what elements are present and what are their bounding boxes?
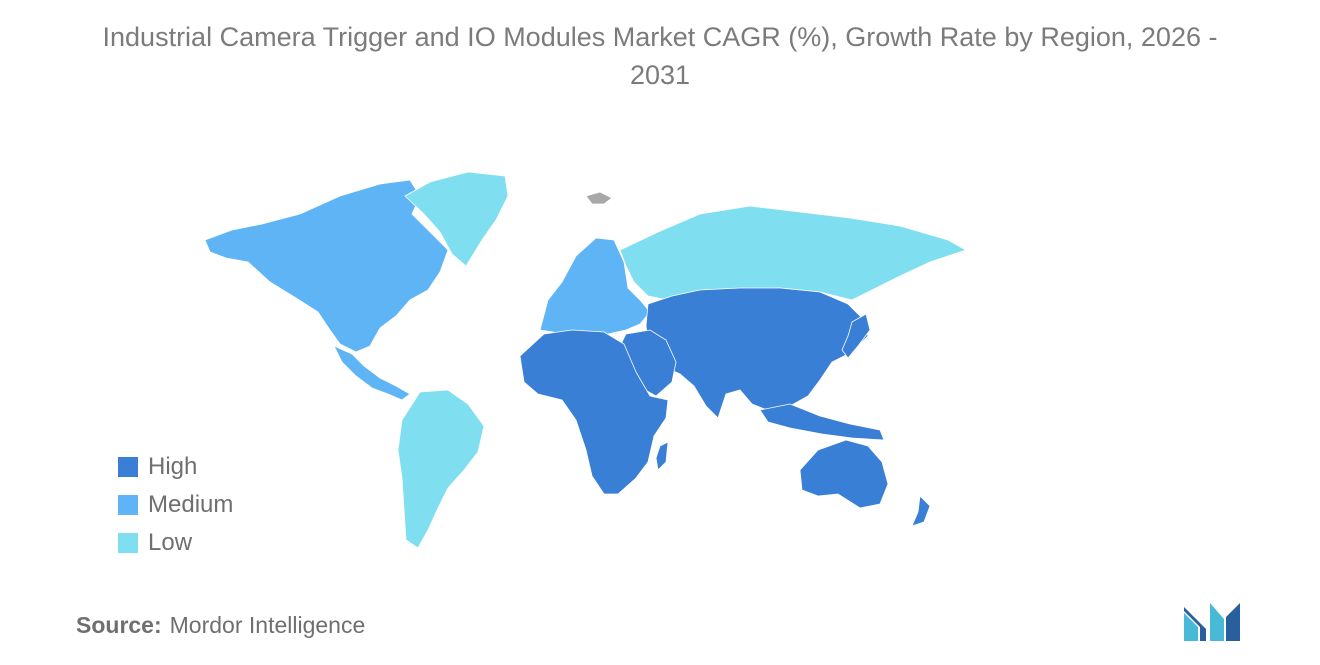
region-north-america [204,179,449,353]
legend-swatch-high [118,457,138,477]
legend-label-low: Low [148,529,193,556]
legend: High Medium Low [118,448,233,562]
region-russia [619,205,967,301]
legend-item-medium: Medium [118,486,233,524]
source-note: Source: Mordor Intelligence [76,612,365,639]
region-japan [841,313,871,359]
region-new-zealand [911,495,931,527]
source-value: Mordor Intelligence [169,612,366,638]
legend-label-high: High [148,453,198,480]
source-key: Source: [76,612,162,638]
region-central-america [333,345,411,401]
legend-swatch-medium [118,495,138,515]
chart-title: Industrial Camera Trigger and IO Modules… [0,18,1320,94]
brand-logo [1184,603,1240,641]
region-australia [799,439,889,509]
region-madagascar [655,441,669,471]
region-africa [519,329,669,495]
legend-label-medium: Medium [148,491,234,518]
legend-swatch-low [118,533,138,553]
region-no-data [585,191,613,205]
legend-item-high: High [118,448,233,486]
region-southeast-asia [759,403,885,441]
region-asia [645,287,869,419]
region-greenland [404,171,509,267]
title-line-1: Industrial Camera Trigger and IO Modules… [102,22,1218,52]
legend-item-low: Low [118,524,233,562]
title-line-2: 2031 [629,60,691,90]
region-south-america [397,389,485,549]
